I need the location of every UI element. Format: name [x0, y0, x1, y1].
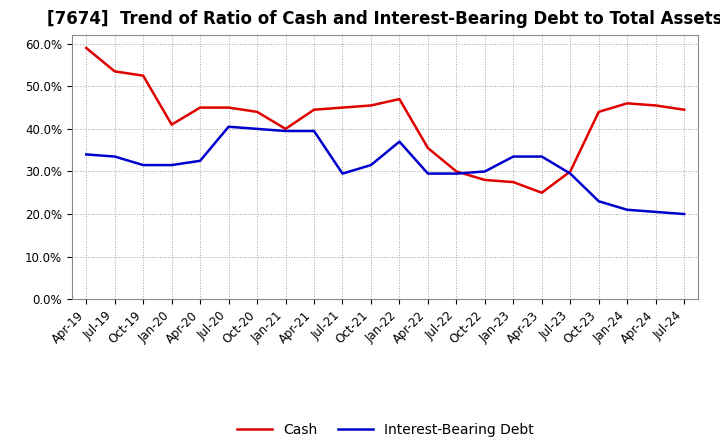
- Cash: [623, 101, 631, 106]
- Cash: [310, 107, 318, 112]
- Cash: [253, 109, 261, 114]
- Interest-Bearing Debt: [282, 128, 290, 134]
- Cash: [82, 45, 91, 51]
- Cash: [423, 145, 432, 150]
- Interest-Bearing Debt: [480, 169, 489, 174]
- Cash: [366, 103, 375, 108]
- Cash: [282, 126, 290, 132]
- Interest-Bearing Debt: [680, 211, 688, 216]
- Interest-Bearing Debt: [196, 158, 204, 163]
- Interest-Bearing Debt: [595, 198, 603, 204]
- Cash: [652, 103, 660, 108]
- Interest-Bearing Debt: [167, 162, 176, 168]
- Cash: [110, 69, 119, 74]
- Interest-Bearing Debt: [566, 171, 575, 176]
- Cash: [338, 105, 347, 110]
- Cash: [395, 96, 404, 102]
- Interest-Bearing Debt: [652, 209, 660, 215]
- Cash: [595, 109, 603, 114]
- Interest-Bearing Debt: [423, 171, 432, 176]
- Cash: [509, 180, 518, 185]
- Interest-Bearing Debt: [623, 207, 631, 213]
- Title: [7674]  Trend of Ratio of Cash and Interest-Bearing Debt to Total Assets: [7674] Trend of Ratio of Cash and Intere…: [48, 10, 720, 28]
- Interest-Bearing Debt: [253, 126, 261, 132]
- Cash: [480, 177, 489, 183]
- Legend: Cash, Interest-Bearing Debt: Cash, Interest-Bearing Debt: [231, 417, 539, 440]
- Cash: [537, 190, 546, 195]
- Cash: [167, 122, 176, 127]
- Line: Cash: Cash: [86, 48, 684, 193]
- Cash: [225, 105, 233, 110]
- Cash: [680, 107, 688, 112]
- Interest-Bearing Debt: [139, 162, 148, 168]
- Line: Interest-Bearing Debt: Interest-Bearing Debt: [86, 127, 684, 214]
- Interest-Bearing Debt: [310, 128, 318, 134]
- Cash: [452, 169, 461, 174]
- Interest-Bearing Debt: [395, 139, 404, 144]
- Interest-Bearing Debt: [366, 162, 375, 168]
- Interest-Bearing Debt: [452, 171, 461, 176]
- Cash: [139, 73, 148, 78]
- Interest-Bearing Debt: [537, 154, 546, 159]
- Interest-Bearing Debt: [110, 154, 119, 159]
- Interest-Bearing Debt: [82, 152, 91, 157]
- Cash: [566, 169, 575, 174]
- Interest-Bearing Debt: [509, 154, 518, 159]
- Interest-Bearing Debt: [338, 171, 347, 176]
- Interest-Bearing Debt: [225, 124, 233, 129]
- Cash: [196, 105, 204, 110]
